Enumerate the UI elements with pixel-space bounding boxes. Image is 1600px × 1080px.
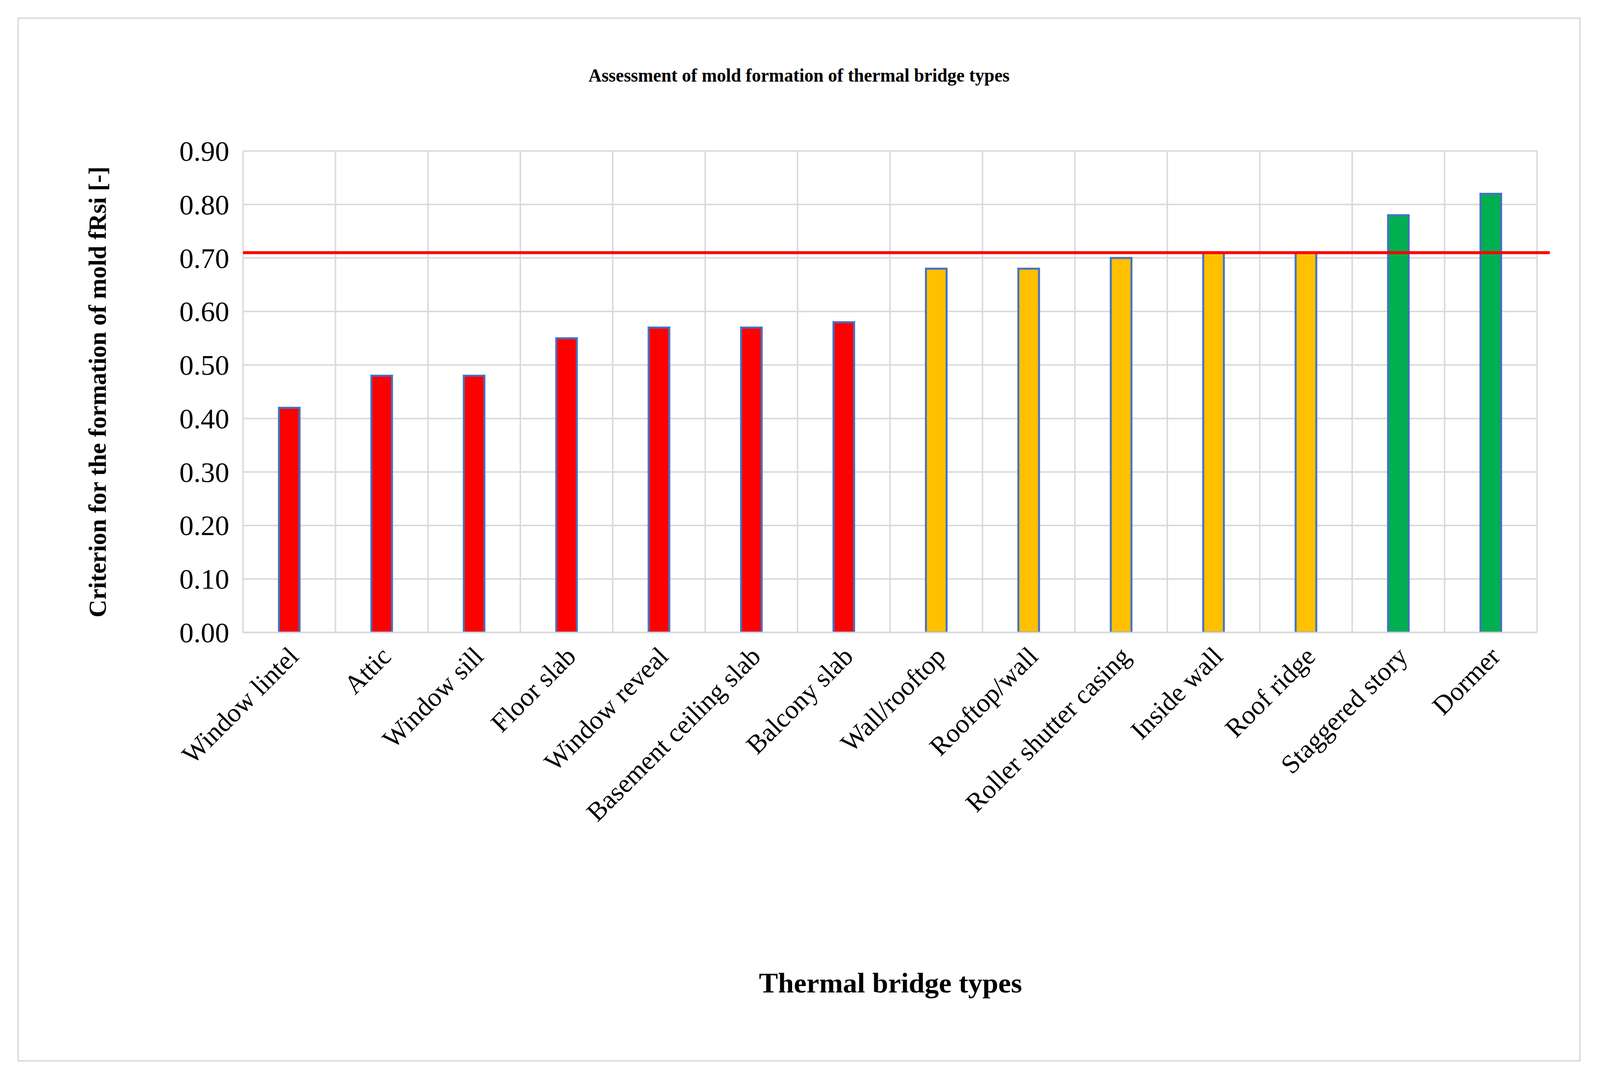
bar [371, 375, 393, 633]
grid-line-vertical [334, 151, 337, 633]
bar [1295, 252, 1317, 633]
bar [1018, 268, 1040, 633]
grid-line [243, 364, 1538, 367]
x-tick-label: Floor slab [485, 641, 582, 739]
bar [1203, 252, 1225, 633]
bar [833, 322, 855, 633]
x-tick-label: Dormer [1426, 641, 1506, 721]
y-tick-label: 0.00 [179, 616, 230, 649]
threshold-line [243, 251, 1550, 255]
grid-line [243, 203, 1538, 206]
x-axis-line [243, 632, 1538, 634]
bar [278, 407, 300, 633]
y-tick-label: 0.90 [179, 135, 230, 168]
grid-line-vertical [1074, 151, 1076, 633]
grid-line-vertical [981, 151, 984, 633]
grid-line-vertical [1351, 151, 1354, 633]
grid-line-vertical [242, 151, 245, 633]
bar [556, 338, 578, 633]
grid-line-vertical [704, 151, 707, 633]
grid-line-vertical [427, 151, 429, 633]
grid-line-vertical [612, 151, 614, 633]
y-tick-label: 0.50 [179, 349, 230, 382]
x-tick-label: Roller shutter casing [959, 641, 1137, 818]
y-tick-label: 0.40 [179, 402, 230, 435]
y-tick-label: 0.20 [179, 509, 230, 542]
x-tick-label: Staggered story [1275, 641, 1414, 780]
grid-line-vertical [1444, 151, 1446, 633]
bar [1110, 258, 1132, 633]
grid-line-vertical [889, 151, 892, 633]
bar [648, 327, 670, 633]
grid-line [243, 524, 1538, 527]
grid-line [243, 632, 1538, 634]
grid-line [243, 310, 1538, 313]
chart: 0.00 0.10 0.20 0.30 0.40 0.50 0.60 0.70 0.80 0.90… [0, 0, 1600, 1080]
y-tick-label: 0.60 [179, 295, 230, 328]
y-tick-label: 0.70 [179, 242, 230, 275]
bar [925, 268, 947, 633]
grid-line-vertical [1536, 151, 1539, 633]
background [0, 0, 1600, 1080]
bar [463, 375, 485, 633]
x-tick-label: Attic [338, 641, 397, 701]
grid-line [243, 578, 1538, 581]
bars [278, 193, 1502, 633]
grid-line [243, 150, 1538, 153]
x-tick-label: Basement ceiling slab [580, 641, 767, 828]
bar [1387, 215, 1409, 633]
grid-line-vertical [797, 151, 799, 633]
grid-line-vertical [1166, 151, 1169, 633]
y-axis-title: Criterion for the formation of mold fRsi… [83, 166, 112, 618]
grid-line [243, 257, 1538, 259]
title: Assessment of mold formation of thermal … [588, 65, 1010, 86]
grid-line-vertical [519, 151, 522, 633]
y-tick-label: 0.80 [179, 188, 230, 221]
grid-line [243, 471, 1538, 473]
bar [740, 327, 762, 633]
x-tick-label: Window sill [376, 641, 490, 755]
bar [1480, 193, 1502, 633]
y-tick-label: 0.30 [179, 456, 230, 489]
x-tick-label: Inside wall [1124, 641, 1229, 746]
grid-line [243, 417, 1538, 420]
y-tick-label: 0.10 [179, 563, 230, 596]
grid-line-vertical [1259, 151, 1261, 633]
x-tick-label: Window lintel [176, 641, 305, 770]
x-axis-title: Thermal bridge types [759, 967, 1023, 1000]
chart-border [18, 18, 1580, 1062]
